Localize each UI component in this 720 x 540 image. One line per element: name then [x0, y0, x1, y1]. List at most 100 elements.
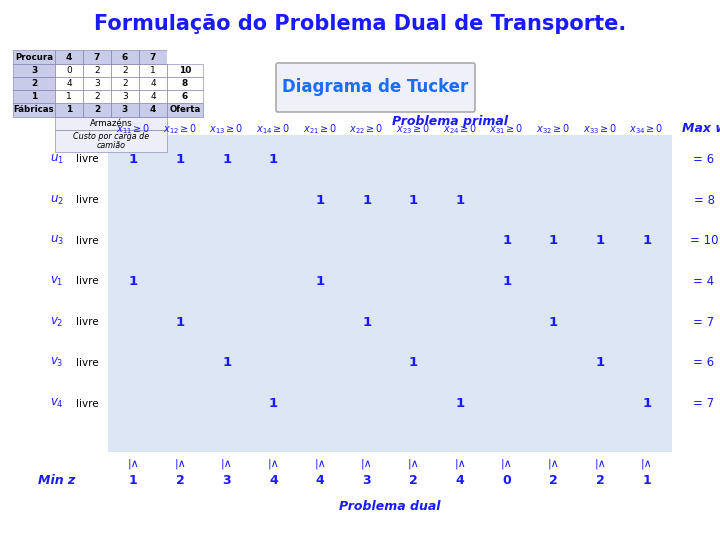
- Text: livre: livre: [76, 236, 99, 246]
- Bar: [13, 77, 55, 90]
- Text: 1: 1: [66, 92, 72, 101]
- Text: |∧: |∧: [454, 459, 466, 469]
- Bar: [55, 77, 83, 90]
- Text: 1: 1: [315, 275, 325, 288]
- Text: Problema dual: Problema dual: [339, 500, 441, 512]
- Text: $v_3$: $v_3$: [50, 356, 64, 369]
- Text: $x_{33}{\geq}0$: $x_{33}{\geq}0$: [582, 122, 617, 136]
- Bar: [111, 77, 139, 90]
- Bar: [55, 50, 83, 64]
- Text: 10: 10: [179, 66, 192, 75]
- Text: 4: 4: [315, 474, 325, 487]
- Text: livre: livre: [76, 358, 99, 368]
- Text: $x_{24}{\geq}0$: $x_{24}{\geq}0$: [443, 122, 477, 136]
- Text: 1: 1: [31, 92, 37, 101]
- Text: 1: 1: [549, 316, 558, 329]
- Text: 1: 1: [456, 397, 464, 410]
- Text: 4: 4: [150, 105, 156, 114]
- Bar: [167, 103, 203, 117]
- Text: 2: 2: [409, 474, 418, 487]
- Text: |∧: |∧: [408, 459, 419, 469]
- Text: $u_3$: $u_3$: [50, 234, 64, 247]
- Text: $v_4$: $v_4$: [50, 397, 64, 410]
- Text: |∧: |∧: [641, 459, 652, 469]
- Text: $x_{34}{\geq}0$: $x_{34}{\geq}0$: [629, 122, 664, 136]
- Text: $x_{22}{\geq}0$: $x_{22}{\geq}0$: [349, 122, 384, 136]
- Text: $x_{13}{\geq}0$: $x_{13}{\geq}0$: [210, 122, 244, 136]
- Text: 4: 4: [66, 52, 72, 62]
- Bar: [139, 50, 167, 64]
- Text: 1: 1: [150, 66, 156, 75]
- Text: $x_{14}{\geq}0$: $x_{14}{\geq}0$: [256, 122, 291, 136]
- Text: 1: 1: [362, 193, 372, 207]
- Text: 0: 0: [66, 66, 72, 75]
- Text: 1: 1: [222, 356, 231, 369]
- Text: = 10: = 10: [690, 234, 719, 247]
- Bar: [167, 90, 203, 103]
- Text: 2: 2: [31, 79, 37, 88]
- Bar: [167, 77, 203, 90]
- Text: = 8: = 8: [693, 193, 714, 207]
- Bar: [83, 103, 111, 117]
- Text: Diagrama de Tucker: Diagrama de Tucker: [282, 78, 469, 97]
- Text: 2: 2: [176, 474, 184, 487]
- Bar: [13, 64, 55, 77]
- Text: 1: 1: [502, 234, 511, 247]
- Text: 1: 1: [595, 234, 605, 247]
- Text: 1: 1: [502, 275, 511, 288]
- Text: Custo por carga de
camião: Custo por carga de camião: [73, 132, 149, 150]
- Text: livre: livre: [76, 399, 99, 409]
- Text: |∧: |∧: [361, 459, 372, 469]
- Bar: [139, 103, 167, 117]
- Text: Min z: Min z: [38, 474, 76, 487]
- Text: 3: 3: [31, 66, 37, 75]
- Text: 1: 1: [66, 105, 72, 114]
- Bar: [55, 90, 83, 103]
- Text: 2: 2: [94, 66, 100, 75]
- Bar: [167, 64, 203, 77]
- Bar: [139, 64, 167, 77]
- Text: 1: 1: [409, 356, 418, 369]
- Text: livre: livre: [76, 317, 99, 327]
- Text: 1: 1: [549, 234, 558, 247]
- Bar: [108, 135, 672, 452]
- Bar: [83, 90, 111, 103]
- Bar: [13, 103, 55, 117]
- Text: 2: 2: [122, 66, 128, 75]
- Text: 3: 3: [94, 79, 100, 88]
- Text: 3: 3: [362, 474, 371, 487]
- Text: Formulação do Problema Dual de Transporte.: Formulação do Problema Dual de Transport…: [94, 14, 626, 34]
- Text: 2: 2: [122, 79, 128, 88]
- Text: 7: 7: [94, 52, 100, 62]
- Text: |∧: |∧: [221, 459, 233, 469]
- Bar: [139, 90, 167, 103]
- Text: 4: 4: [150, 79, 156, 88]
- Bar: [111, 50, 139, 64]
- Text: 3: 3: [222, 474, 231, 487]
- Text: 4: 4: [150, 92, 156, 101]
- Text: 1: 1: [595, 356, 605, 369]
- Text: Fábricas: Fábricas: [14, 105, 54, 114]
- Text: 1: 1: [269, 153, 278, 166]
- Text: = 4: = 4: [693, 275, 714, 288]
- Text: |∧: |∧: [594, 459, 606, 469]
- Text: $x_{11}{\geq}0$: $x_{11}{\geq}0$: [116, 122, 150, 136]
- Bar: [167, 50, 203, 64]
- Text: 1: 1: [642, 397, 651, 410]
- Text: Oferta: Oferta: [169, 105, 201, 114]
- Text: Problema primal: Problema primal: [392, 116, 508, 129]
- Text: $u_2$: $u_2$: [50, 193, 64, 207]
- Text: 2: 2: [595, 474, 604, 487]
- FancyBboxPatch shape: [276, 63, 475, 112]
- Text: |∧: |∧: [501, 459, 513, 469]
- Text: 1: 1: [315, 193, 325, 207]
- Text: 0: 0: [503, 474, 511, 487]
- Text: 4: 4: [269, 474, 278, 487]
- Text: livre: livre: [76, 276, 99, 287]
- Text: = 6: = 6: [693, 153, 714, 166]
- Bar: [111, 103, 139, 117]
- Text: |∧: |∧: [127, 459, 139, 469]
- Text: 3: 3: [122, 105, 128, 114]
- Text: |∧: |∧: [267, 459, 279, 469]
- Text: 1: 1: [269, 397, 278, 410]
